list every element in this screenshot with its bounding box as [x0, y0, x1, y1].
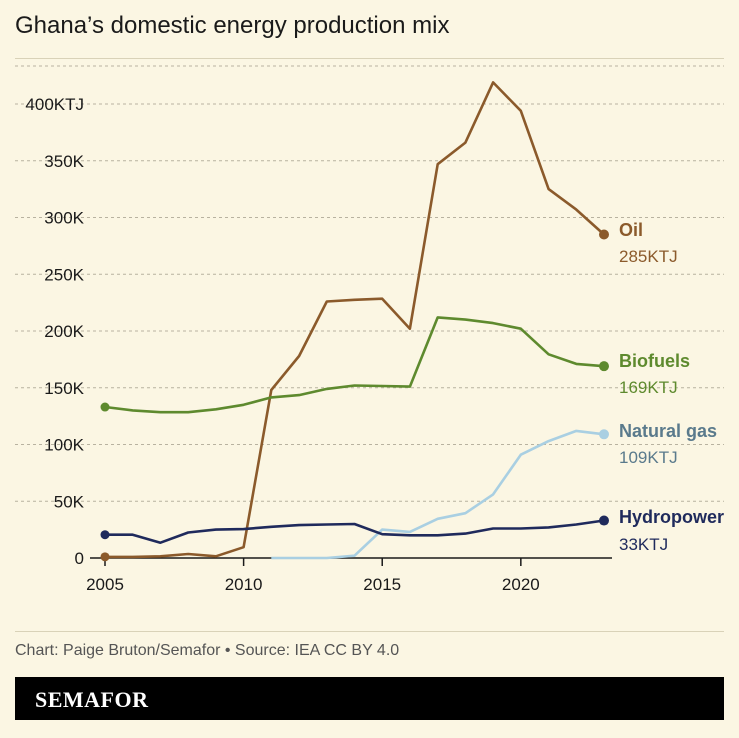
series-label-natural-gas: Natural gas [619, 421, 717, 441]
series-value-natural-gas: 109KTJ [619, 448, 678, 467]
y-tick-label: 350K [44, 152, 84, 171]
source-credit: Chart: Paige Bruton/Semafor • Source: IE… [15, 642, 400, 659]
series-end-point-biofuels [599, 361, 609, 372]
x-tick-label: 2020 [502, 575, 540, 594]
y-tick-label: 250K [44, 265, 84, 284]
series-line-oil [105, 81, 605, 559]
series-end-point-natural-gas [599, 429, 609, 440]
y-tick-label: 100K [44, 436, 84, 455]
y-tick-label: 200K [44, 322, 84, 341]
y-tick-label: 50K [54, 492, 85, 511]
series-line-hydropower [105, 519, 605, 544]
x-tick-label: 2005 [86, 575, 124, 594]
y-tick-label: 400KTJ [25, 95, 84, 114]
series-value-hydropower: 33KTJ [619, 535, 668, 554]
series-lines [100, 81, 609, 562]
series-start-point-oil [100, 552, 110, 562]
gridlines [15, 65, 724, 502]
y-tick-label: 300K [44, 209, 84, 228]
chart-title: Ghana’s domestic energy production mix [15, 12, 450, 39]
bottom-divider [15, 631, 724, 632]
series-labels: Oil 285KTJ Biofuels 169KTJ Natural gas 109KTJ… [619, 220, 724, 554]
series-end-point-hydropower [599, 515, 609, 526]
series-line-natural-gas [271, 429, 605, 560]
series-line-biofuels [104, 316, 605, 414]
y-tick-label: 150K [44, 379, 84, 398]
x-tick-label: 2010 [225, 575, 263, 594]
series-value-oil: 285KTJ [619, 247, 678, 266]
series-start-point-hydropower [100, 530, 110, 540]
y-tick-label: 0 [75, 549, 84, 568]
x-axis: 2005 2010 2015 2020 [86, 557, 612, 594]
series-end-point-oil [599, 229, 609, 240]
series-label-oil: Oil [619, 220, 643, 240]
series-value-biofuels: 169KTJ [619, 378, 678, 397]
y-axis-ticks: 0 50K 100K 150K 200K 250K 300K 350K 400KTJ [25, 95, 84, 568]
series-label-hydropower: Hydropower [619, 507, 724, 527]
series-start-point-biofuels [100, 402, 110, 412]
brand-footer: SEMAFOR [15, 677, 724, 720]
top-divider [15, 58, 724, 59]
x-tick-label: 2015 [363, 575, 401, 594]
brand-logo-text: SEMAFOR [35, 687, 149, 712]
series-label-biofuels: Biofuels [619, 351, 690, 371]
